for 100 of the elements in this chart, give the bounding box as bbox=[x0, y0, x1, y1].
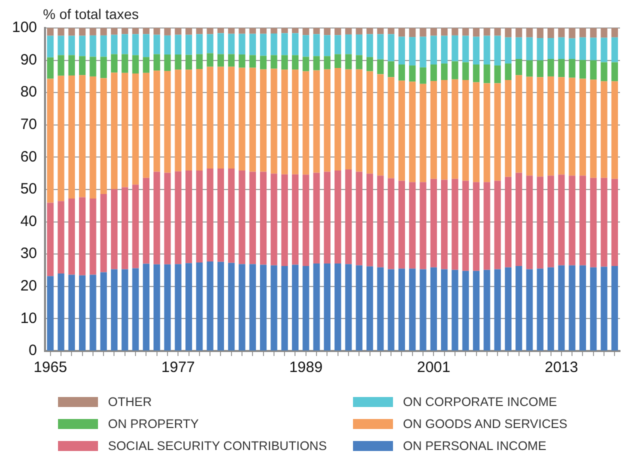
bar bbox=[558, 37, 565, 60]
bar bbox=[536, 60, 544, 78]
bar bbox=[228, 28, 235, 34]
bar bbox=[441, 36, 448, 64]
bar bbox=[260, 264, 267, 350]
bar bbox=[430, 267, 437, 350]
bar bbox=[154, 264, 160, 350]
bar bbox=[58, 28, 64, 36]
bar bbox=[100, 272, 107, 350]
bar bbox=[472, 64, 480, 82]
bar bbox=[366, 174, 374, 266]
bar bbox=[90, 198, 96, 275]
bar bbox=[409, 182, 416, 269]
bar bbox=[249, 28, 256, 34]
bar bbox=[122, 187, 128, 270]
bar bbox=[462, 270, 469, 350]
bar bbox=[68, 198, 75, 275]
bar bbox=[558, 59, 565, 78]
bar bbox=[174, 28, 182, 35]
bar bbox=[472, 182, 480, 271]
bar bbox=[462, 180, 469, 271]
bar bbox=[452, 270, 458, 350]
bar bbox=[206, 34, 214, 54]
bar bbox=[472, 270, 480, 350]
bar bbox=[228, 262, 235, 350]
bar bbox=[122, 34, 128, 54]
bar bbox=[122, 54, 128, 73]
bar bbox=[110, 28, 118, 35]
bar bbox=[345, 34, 352, 54]
bar bbox=[366, 71, 374, 174]
bar bbox=[100, 28, 107, 36]
bar bbox=[611, 178, 618, 266]
bar bbox=[600, 266, 608, 350]
bar bbox=[526, 28, 533, 38]
bar bbox=[526, 269, 533, 350]
y-tick-label: 20 bbox=[20, 278, 38, 295]
bar bbox=[249, 172, 256, 264]
bar bbox=[590, 28, 597, 38]
bar bbox=[281, 33, 288, 56]
bar bbox=[420, 84, 426, 182]
bar bbox=[217, 168, 224, 262]
bar bbox=[547, 267, 554, 350]
bar bbox=[568, 265, 576, 350]
bar bbox=[579, 176, 586, 266]
bar bbox=[302, 28, 310, 36]
bar bbox=[196, 69, 203, 170]
bar bbox=[302, 71, 310, 175]
bar bbox=[196, 28, 203, 34]
bar bbox=[164, 28, 171, 36]
bar bbox=[142, 264, 150, 350]
bar bbox=[558, 28, 565, 38]
bar bbox=[409, 28, 416, 38]
bar bbox=[154, 172, 160, 264]
bar bbox=[590, 60, 597, 80]
bar bbox=[313, 28, 320, 34]
bar bbox=[590, 178, 597, 268]
bar bbox=[484, 28, 490, 36]
bar bbox=[313, 34, 320, 56]
bar bbox=[536, 28, 544, 38]
bar bbox=[441, 64, 448, 80]
bar bbox=[132, 184, 139, 268]
bar bbox=[58, 55, 64, 76]
bar bbox=[590, 80, 597, 178]
bar bbox=[185, 70, 192, 170]
bar bbox=[452, 28, 458, 36]
bar bbox=[142, 72, 150, 178]
bar bbox=[430, 80, 437, 179]
bar bbox=[217, 262, 224, 350]
bar bbox=[185, 28, 192, 35]
bar bbox=[110, 269, 118, 350]
bar bbox=[185, 263, 192, 350]
bar bbox=[356, 28, 362, 34]
bar bbox=[142, 28, 150, 34]
bar bbox=[206, 28, 214, 34]
bar bbox=[196, 54, 203, 70]
x-tick-label: 2013 bbox=[544, 359, 578, 376]
bar bbox=[281, 55, 288, 70]
bar bbox=[164, 70, 171, 173]
bar bbox=[122, 269, 128, 350]
bar bbox=[206, 66, 214, 169]
bar bbox=[174, 171, 182, 264]
bar bbox=[452, 61, 458, 80]
bar bbox=[313, 56, 320, 70]
bar bbox=[324, 35, 330, 56]
bar bbox=[68, 36, 75, 56]
bar bbox=[238, 54, 246, 68]
bar bbox=[228, 34, 235, 54]
bar bbox=[68, 75, 75, 199]
bar bbox=[366, 28, 374, 34]
bar bbox=[334, 54, 342, 68]
bar bbox=[356, 265, 362, 350]
bar bbox=[409, 82, 416, 182]
bar bbox=[600, 81, 608, 178]
bar bbox=[452, 79, 458, 179]
bar bbox=[324, 56, 330, 70]
bar bbox=[430, 64, 437, 81]
bar bbox=[270, 28, 278, 34]
legend-label: ON GOODS AND SERVICES bbox=[403, 417, 568, 431]
bar bbox=[313, 263, 320, 350]
bar bbox=[132, 268, 139, 350]
